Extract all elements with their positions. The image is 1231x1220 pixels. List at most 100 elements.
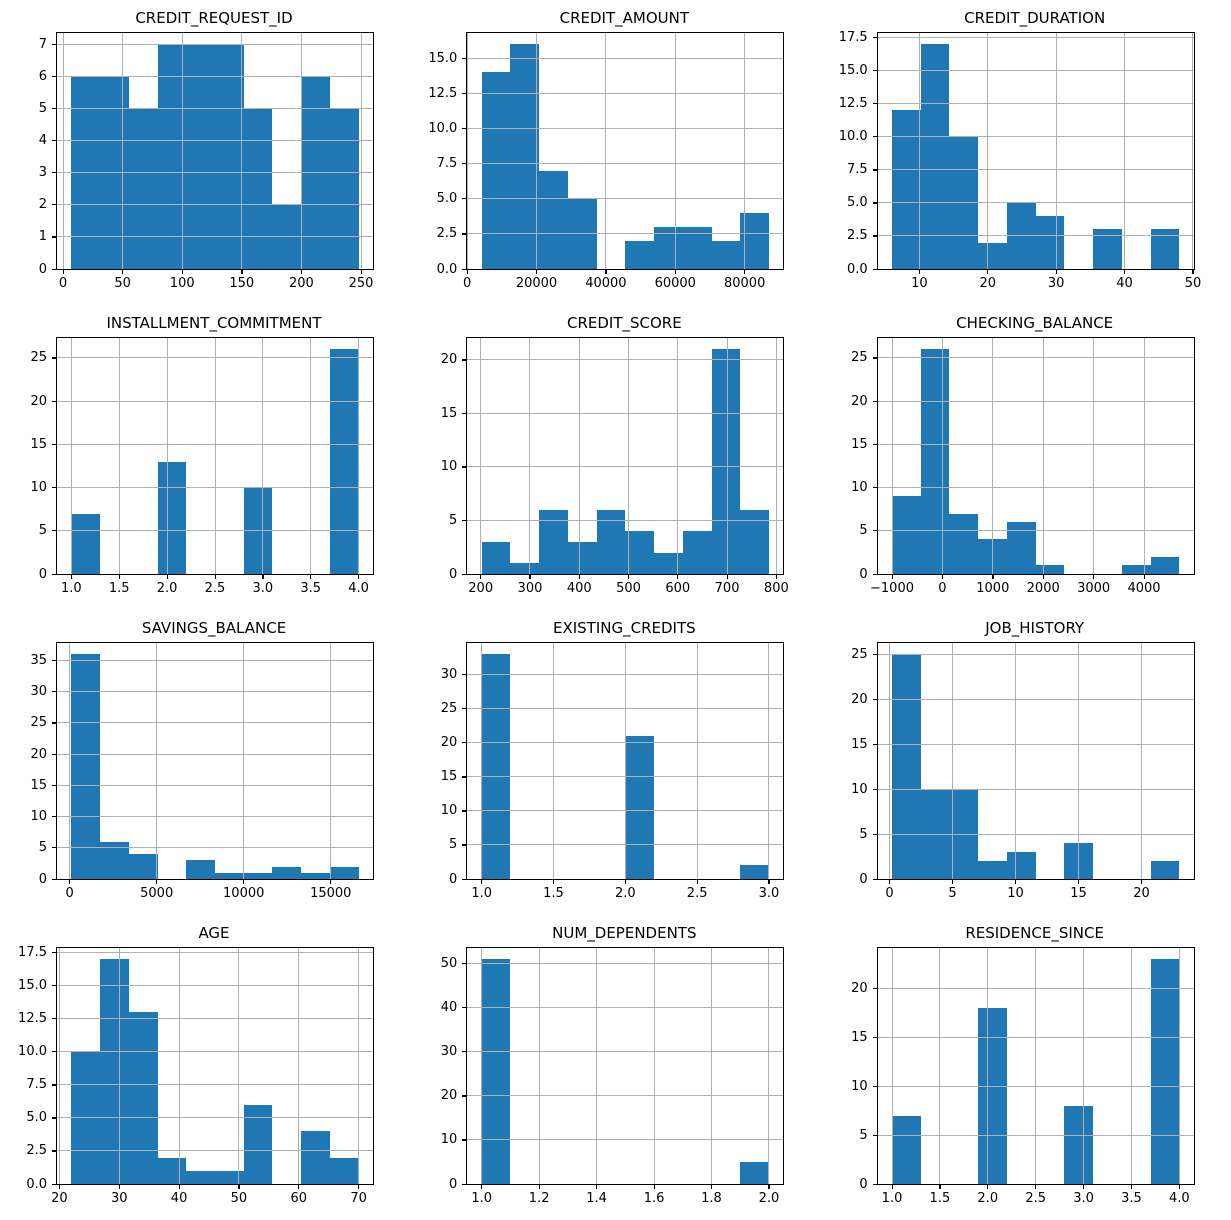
histogram-bar (510, 563, 540, 574)
x-tick-label: 200 (288, 276, 314, 291)
gridline (467, 233, 784, 235)
histogram-bar (243, 108, 273, 269)
gridline (360, 33, 362, 269)
x-tick-label: 0 (462, 276, 472, 291)
gridline (939, 948, 941, 1184)
x-tick-label: 60000 (654, 276, 696, 291)
gridline (877, 1134, 1194, 1136)
subplot-title: INSTALLMENT_COMMITMENT (106, 314, 322, 332)
y-tick-label: 20 (30, 746, 47, 762)
gridline (467, 776, 784, 778)
gridline (1178, 948, 1180, 1184)
gridline (122, 33, 124, 269)
gridline (1140, 643, 1142, 879)
histogram-bar (186, 1170, 215, 1184)
subplot-title: NUM_DEPENDENTS (552, 924, 697, 942)
y-tick-mark (462, 412, 467, 415)
x-tick-mark (62, 270, 64, 274)
x-tick-label: 5 (948, 886, 957, 901)
y-tick-mark (52, 1183, 56, 1185)
gridline (877, 37, 1194, 39)
histogram-bar (157, 461, 187, 574)
x-tick-label: 600 (665, 581, 691, 596)
y-tick-mark (462, 163, 467, 165)
plot-area (466, 642, 785, 880)
gridline (877, 103, 1194, 105)
plot-area (466, 947, 785, 1185)
histogram-bar (243, 872, 273, 879)
y-tick-label: 15 (440, 769, 458, 785)
gridline (596, 948, 598, 1184)
y-tick-mark (462, 878, 467, 880)
y-tick-mark (52, 487, 56, 489)
y-tick-mark (872, 698, 877, 700)
y-tick-label: 2.5 (846, 228, 868, 244)
x-tick-mark (1077, 880, 1080, 884)
x-tick-mark (262, 575, 264, 579)
x-tick-mark (605, 270, 607, 274)
y-tick-mark (52, 691, 56, 693)
subplot-title: RESIDENCE_SINCE (965, 924, 1104, 942)
x-tick-mark (653, 1185, 655, 1189)
y-tick-label: 0 (449, 566, 458, 582)
y-tick-label: 15 (30, 436, 47, 452)
y-tick-label: 0 (859, 871, 868, 887)
histogram-bar (1064, 1105, 1094, 1184)
x-tick-label: 500 (616, 581, 641, 596)
x-tick-mark (166, 575, 168, 579)
subplot-installment-commitment: INSTALLMENT_COMMITMENT 1.0 1.5 2.0 2.5 3.0 3.5… (0, 305, 410, 610)
x-tick-mark (181, 270, 183, 274)
y-tick-label: 0.0 (436, 261, 458, 277)
gridline (1192, 33, 1194, 269)
subplot-checking-balance: CHECKING_BALANCE −1000 0 1000 2000 3000 4000 0 5… (821, 305, 1231, 610)
y-tick-mark (872, 103, 877, 105)
x-tick-mark (241, 270, 243, 274)
x-tick-mark (1083, 1185, 1085, 1189)
histogram-bar (978, 861, 1007, 879)
y-tick-mark (52, 107, 56, 110)
y-tick-label: 20 (851, 691, 868, 707)
x-tick-label: 1.0 (881, 1191, 903, 1206)
histogram-bar (920, 44, 950, 269)
histogram-bar (740, 1161, 769, 1184)
x-tick-mark (578, 575, 580, 579)
x-tick-mark (891, 1185, 893, 1189)
subplot-existing-credits: EXISTING_CREDITS 1.0 1.5 2.0 2.5 3.0 0 5 10 15 20 2… (410, 610, 820, 915)
histogram-bar (301, 1131, 330, 1184)
gridline (877, 1036, 1194, 1038)
y-tick-label: 0 (449, 1176, 458, 1192)
gridline (70, 338, 72, 574)
gridline (156, 643, 158, 879)
gridline (674, 33, 676, 269)
y-tick-mark (872, 743, 877, 745)
y-tick-mark (52, 1084, 56, 1086)
x-tick-label: 70 (350, 1191, 367, 1206)
gridline (1035, 948, 1037, 1184)
gridline (57, 659, 373, 661)
gridline (877, 235, 1194, 237)
x-tick-label: 1.0 (61, 581, 82, 596)
x-tick-label: 20000 (515, 276, 558, 291)
plot-area (56, 337, 374, 575)
gridline (467, 1095, 784, 1097)
subplot-credit-score: CREDIT_SCORE 200 300 400 500 600 700 800 0 5 10 15 2… (410, 305, 820, 610)
gridline (987, 948, 989, 1184)
gridline (888, 643, 890, 879)
gridline (1083, 948, 1085, 1184)
gridline (941, 338, 943, 574)
x-tick-label: 2.5 (204, 581, 226, 596)
subplot-title: CREDIT_DURATION (964, 9, 1106, 27)
y-tick-mark (52, 357, 56, 359)
x-tick-label: 2.0 (758, 1191, 780, 1206)
gridline (58, 948, 60, 1184)
histogram-bar (682, 531, 712, 574)
gridline (877, 400, 1194, 402)
y-tick-label: 0.0 (846, 261, 868, 277)
gridline (467, 163, 784, 165)
gridline (467, 57, 784, 59)
x-tick-label: 0 (65, 886, 74, 901)
x-tick-mark (1014, 880, 1017, 884)
y-tick-label: 20 (851, 981, 868, 997)
gridline (238, 948, 240, 1184)
